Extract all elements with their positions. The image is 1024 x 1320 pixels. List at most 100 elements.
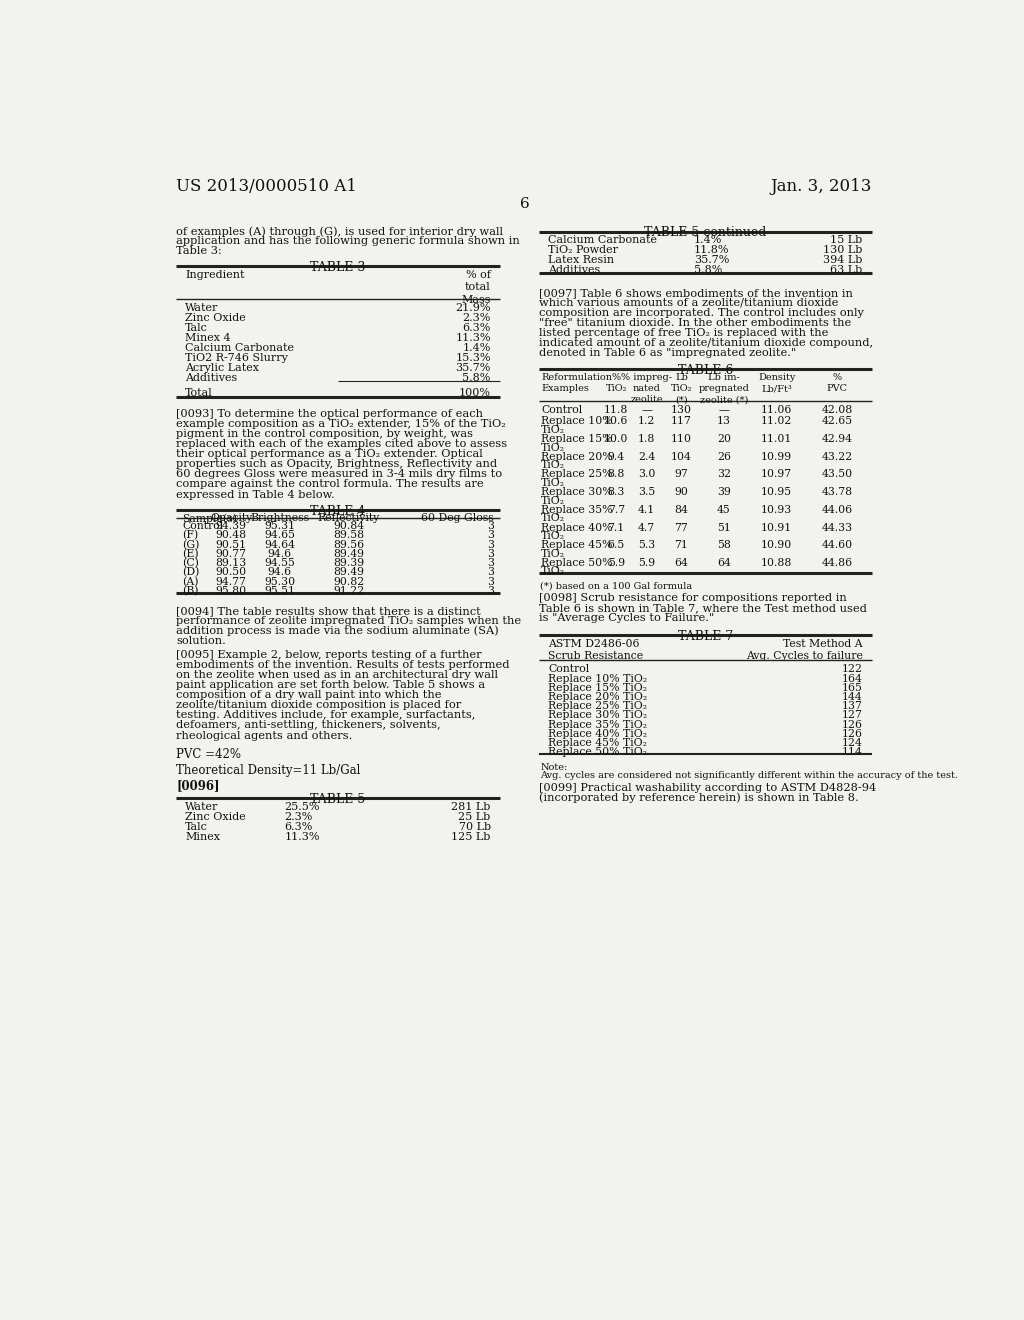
Text: 10.0: 10.0: [604, 434, 629, 444]
Text: Replace 10% TiO₂: Replace 10% TiO₂: [548, 673, 647, 684]
Text: Replace 30% TiO₂: Replace 30% TiO₂: [548, 710, 647, 721]
Text: 35.7%: 35.7%: [693, 256, 729, 265]
Text: [0099] Practical washability according to ASTM D4828-94: [0099] Practical washability according t…: [539, 783, 876, 793]
Text: which various amounts of a zeolite/titanium dioxide: which various amounts of a zeolite/titan…: [539, 298, 838, 308]
Text: their optical performance as a TiO₂ extender. Optical: their optical performance as a TiO₂ exte…: [176, 449, 482, 459]
Text: 1.4%: 1.4%: [462, 343, 490, 354]
Text: 130 Lb: 130 Lb: [823, 246, 862, 255]
Text: 71: 71: [675, 540, 688, 550]
Text: "free" titanium dioxide. In the other embodiments the: "free" titanium dioxide. In the other em…: [539, 318, 851, 327]
Text: —: —: [719, 405, 729, 414]
Text: 3.5: 3.5: [638, 487, 655, 498]
Text: 64: 64: [717, 558, 731, 568]
Text: 21.9%: 21.9%: [456, 304, 490, 313]
Text: Replace 20%: Replace 20%: [541, 451, 612, 462]
Text: 90.84: 90.84: [334, 521, 365, 531]
Text: TiO₂ Powder: TiO₂ Powder: [548, 246, 618, 255]
Text: %
TiO₂: % TiO₂: [605, 374, 627, 393]
Text: 11.06: 11.06: [761, 405, 793, 414]
Text: 1.4%: 1.4%: [693, 235, 722, 246]
Text: 126: 126: [842, 719, 862, 730]
Text: addition process is made via the sodium aluminate (SA): addition process is made via the sodium …: [176, 626, 499, 636]
Text: 394 Lb: 394 Lb: [823, 256, 862, 265]
Text: Replace 45%: Replace 45%: [541, 540, 612, 550]
Text: 90.82: 90.82: [333, 577, 365, 586]
Text: Control: Control: [548, 664, 589, 675]
Text: paint application are set forth below. Table 5 shows a: paint application are set forth below. T…: [176, 681, 485, 690]
Text: Calcium Carbonate: Calcium Carbonate: [185, 343, 294, 354]
Text: 44.33: 44.33: [821, 523, 853, 532]
Text: 42.65: 42.65: [821, 416, 853, 426]
Text: 5.9: 5.9: [638, 558, 655, 568]
Text: 10.93: 10.93: [761, 506, 793, 515]
Text: Reflectivity: Reflectivity: [317, 513, 380, 523]
Text: (C): (C): [182, 558, 199, 569]
Text: Theoretical Density=11 Lb/Gal: Theoretical Density=11 Lb/Gal: [176, 763, 360, 776]
Text: properties such as Opacity, Brightness, Reflectivity and: properties such as Opacity, Brightness, …: [176, 459, 498, 470]
Text: 11.01: 11.01: [761, 434, 793, 444]
Text: application and has the following generic formula shown in: application and has the following generi…: [176, 236, 520, 246]
Text: TiO₂: TiO₂: [541, 478, 565, 488]
Text: Replace 25%: Replace 25%: [541, 470, 612, 479]
Text: TiO₂: TiO₂: [541, 549, 565, 558]
Text: TiO₂: TiO₂: [541, 513, 565, 523]
Text: 89.49: 89.49: [334, 549, 365, 558]
Text: 94.55: 94.55: [264, 558, 295, 568]
Text: 64: 64: [675, 558, 688, 568]
Text: 60 Deg Gloss: 60 Deg Gloss: [421, 513, 494, 523]
Text: Lb
TiO₂
(*): Lb TiO₂ (*): [671, 374, 692, 404]
Text: 25.5%: 25.5%: [285, 803, 321, 812]
Text: 13: 13: [717, 416, 731, 426]
Text: 3: 3: [486, 568, 494, 577]
Text: % of
total
Mass: % of total Mass: [461, 271, 490, 305]
Text: (A): (A): [182, 577, 199, 587]
Text: 7.7: 7.7: [607, 506, 625, 515]
Text: 3: 3: [486, 577, 494, 586]
Text: 10.95: 10.95: [761, 487, 793, 498]
Text: 100%: 100%: [459, 388, 490, 397]
Text: 25 Lb: 25 Lb: [459, 812, 490, 822]
Text: 127: 127: [842, 710, 862, 721]
Text: (*) based on a 100 Gal formula: (*) based on a 100 Gal formula: [541, 581, 692, 590]
Text: 90: 90: [675, 487, 688, 498]
Text: 6.5: 6.5: [607, 540, 625, 550]
Text: PVC =42%: PVC =42%: [176, 748, 241, 762]
Text: TiO2 R-746 Slurry: TiO2 R-746 Slurry: [185, 354, 288, 363]
Text: 124: 124: [842, 738, 862, 748]
Text: Control: Control: [182, 521, 223, 531]
Text: 2.3%: 2.3%: [462, 313, 490, 323]
Text: 94.64: 94.64: [264, 540, 295, 549]
Text: 10.6: 10.6: [604, 416, 629, 426]
Text: 125 Lb: 125 Lb: [452, 832, 490, 842]
Text: (F): (F): [182, 531, 199, 541]
Text: 5.3: 5.3: [638, 540, 655, 550]
Text: 15 Lb: 15 Lb: [830, 235, 862, 246]
Text: Zinc Oxide: Zinc Oxide: [185, 313, 246, 323]
Text: 44.60: 44.60: [821, 540, 853, 550]
Text: Replace 15% TiO₂: Replace 15% TiO₂: [548, 682, 647, 693]
Text: 130: 130: [671, 405, 692, 414]
Text: 94.39: 94.39: [216, 521, 247, 531]
Text: 26: 26: [717, 451, 731, 462]
Text: 90.48: 90.48: [215, 531, 247, 540]
Text: 10.91: 10.91: [761, 523, 793, 532]
Text: 77: 77: [675, 523, 688, 532]
Text: 3: 3: [486, 531, 494, 540]
Text: 91.22: 91.22: [333, 586, 365, 595]
Text: 8.3: 8.3: [607, 487, 625, 498]
Text: 44.06: 44.06: [821, 506, 853, 515]
Text: 165: 165: [842, 682, 862, 693]
Text: 89.39: 89.39: [334, 558, 365, 568]
Text: [0093] To determine the optical performance of each: [0093] To determine the optical performa…: [176, 409, 483, 420]
Text: (G): (G): [182, 540, 200, 550]
Text: 122: 122: [842, 664, 862, 675]
Text: 89.13: 89.13: [215, 558, 247, 568]
Text: Replace 10%: Replace 10%: [541, 416, 612, 426]
Text: Acrylic Latex: Acrylic Latex: [185, 363, 259, 374]
Text: 45: 45: [717, 506, 731, 515]
Text: [0097] Table 6 shows embodiments of the invention in: [0097] Table 6 shows embodiments of the …: [539, 288, 853, 298]
Text: TiO₂: TiO₂: [541, 442, 565, 453]
Text: 5.8%: 5.8%: [462, 374, 490, 383]
Text: 89.49: 89.49: [334, 568, 365, 577]
Text: Replace 35% TiO₂: Replace 35% TiO₂: [548, 719, 647, 730]
